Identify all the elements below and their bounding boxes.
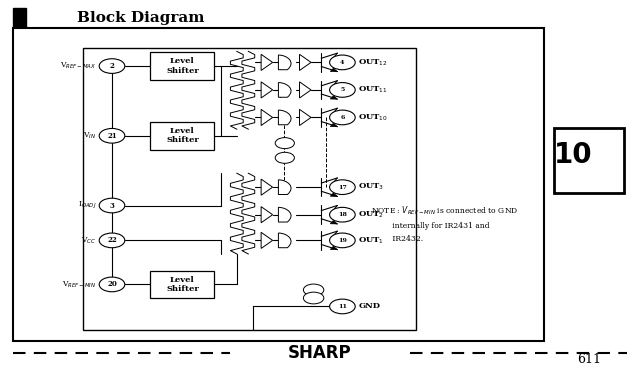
Text: 10: 10: [554, 141, 592, 170]
Polygon shape: [330, 246, 337, 250]
Text: OUT$_{11}$: OUT$_{11}$: [358, 85, 388, 95]
PathPatch shape: [278, 180, 291, 195]
Text: 21: 21: [107, 132, 117, 140]
Text: 20: 20: [107, 280, 117, 288]
Polygon shape: [330, 68, 337, 72]
Bar: [13, 8, 26, 29]
Text: OUT$_2$: OUT$_2$: [358, 210, 385, 220]
Text: 4: 4: [340, 60, 344, 65]
Circle shape: [99, 128, 125, 143]
Bar: [554, 128, 624, 193]
Polygon shape: [261, 232, 273, 248]
Circle shape: [303, 284, 324, 296]
Circle shape: [99, 277, 125, 292]
Text: V$_{REF-MAX}$: V$_{REF-MAX}$: [60, 61, 96, 71]
Circle shape: [330, 83, 355, 97]
Polygon shape: [261, 82, 273, 98]
Text: OUT$_{10}$: OUT$_{10}$: [358, 112, 388, 123]
Polygon shape: [300, 54, 311, 70]
Polygon shape: [330, 193, 337, 196]
Text: Level
Shifter: Level Shifter: [166, 276, 199, 293]
Text: 17: 17: [338, 185, 347, 190]
Text: Level
Shifter: Level Shifter: [166, 127, 199, 144]
Circle shape: [330, 207, 355, 222]
Circle shape: [330, 110, 355, 125]
Polygon shape: [261, 109, 273, 126]
Polygon shape: [261, 207, 273, 223]
Text: I$_{OADJ}$: I$_{OADJ}$: [77, 200, 96, 211]
Polygon shape: [261, 54, 273, 70]
Circle shape: [99, 198, 125, 213]
PathPatch shape: [278, 55, 291, 70]
Text: SHARP: SHARP: [288, 344, 352, 362]
Polygon shape: [330, 96, 337, 99]
Circle shape: [330, 180, 355, 195]
Text: 19: 19: [338, 238, 347, 243]
PathPatch shape: [278, 233, 291, 248]
Text: OUT$_3$: OUT$_3$: [358, 182, 385, 192]
Text: OUT$_1$: OUT$_1$: [358, 235, 385, 246]
Circle shape: [330, 299, 355, 314]
Bar: [150, 122, 214, 150]
Bar: [13, 28, 544, 341]
Circle shape: [303, 292, 324, 304]
Circle shape: [99, 59, 125, 73]
Text: Block Diagram: Block Diagram: [77, 11, 205, 25]
Text: 2: 2: [109, 62, 115, 70]
Polygon shape: [330, 123, 337, 127]
PathPatch shape: [278, 110, 291, 125]
Circle shape: [330, 233, 355, 248]
Circle shape: [330, 55, 355, 70]
Polygon shape: [330, 221, 337, 224]
Bar: [150, 271, 214, 298]
Text: V$_{IN}$: V$_{IN}$: [83, 131, 96, 141]
Circle shape: [275, 138, 294, 149]
Text: V$_{REF-MIN}$: V$_{REF-MIN}$: [61, 279, 96, 290]
Text: GND: GND: [358, 302, 380, 310]
Polygon shape: [300, 109, 311, 126]
Text: 18: 18: [338, 212, 347, 217]
Text: 6: 6: [340, 115, 344, 120]
Text: NOTE : $V_{REF-MIN}$ is connected to GND
         internally for IR2431 and
    : NOTE : $V_{REF-MIN}$ is connected to GND…: [371, 205, 518, 243]
Circle shape: [99, 233, 125, 248]
Text: V$_{CC}$: V$_{CC}$: [81, 235, 96, 246]
Bar: [150, 52, 214, 80]
Text: 11: 11: [338, 304, 347, 309]
Text: 3: 3: [109, 201, 115, 210]
Text: OUT$_{12}$: OUT$_{12}$: [358, 57, 388, 68]
Polygon shape: [300, 82, 311, 98]
Bar: [83, 48, 416, 330]
Circle shape: [275, 152, 294, 163]
Polygon shape: [261, 179, 273, 195]
Text: Level
Shifter: Level Shifter: [166, 58, 199, 75]
PathPatch shape: [278, 83, 291, 97]
Text: 611: 611: [577, 353, 601, 366]
PathPatch shape: [278, 207, 291, 222]
Text: 5: 5: [340, 87, 344, 92]
Text: 22: 22: [107, 236, 117, 244]
